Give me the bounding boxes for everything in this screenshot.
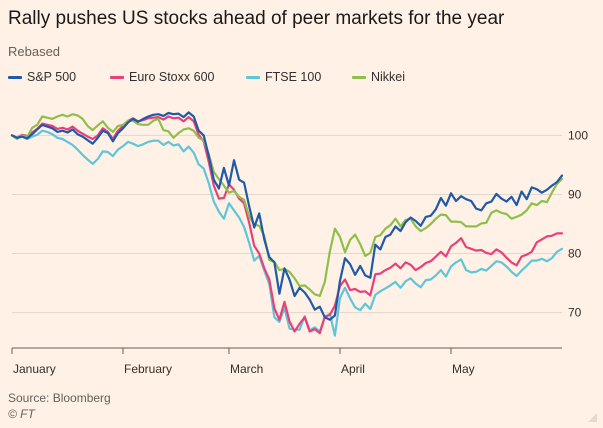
series-line-s-p-500 — [10, 111, 564, 321]
legend-swatch-ftse-100 — [246, 75, 260, 79]
legend-label-euro-stoxx-600: Euro Stoxx 600 — [129, 70, 215, 84]
legend-swatch-euro-stoxx-600 — [110, 75, 124, 79]
series-line-euro-stoxx-600 — [10, 115, 564, 335]
x-tick-label-january: January — [13, 362, 56, 376]
chart-legend: S&P 500 Euro Stoxx 600 FTSE 100 Nikkei — [8, 70, 405, 84]
x-tick-label-march: March — [230, 362, 263, 376]
x-tick-label-may: May — [452, 362, 475, 376]
legend-item-ftse-100: FTSE 100 — [246, 70, 352, 84]
credit-note: © FT — [8, 407, 35, 421]
legend-swatch-sp500 — [8, 75, 22, 79]
series-line-nikkei — [10, 113, 564, 298]
y-tick-label-90: 90 — [568, 187, 582, 201]
legend-swatch-nikkei — [352, 75, 366, 79]
chart-subtitle: Rebased — [8, 44, 61, 59]
legend-item-sp500: S&P 500 — [8, 70, 110, 84]
corner-mark — [588, 413, 597, 422]
series-line-ftse-100 — [10, 129, 564, 337]
y-tick-label-80: 80 — [568, 247, 582, 261]
legend-item-nikkei: Nikkei — [352, 70, 405, 84]
source-note: Source: Bloomberg — [8, 391, 111, 405]
legend-label-ftse-100: FTSE 100 — [265, 70, 322, 84]
y-tick-label-70: 70 — [568, 306, 582, 320]
legend-label-nikkei: Nikkei — [371, 70, 406, 84]
x-tick-label-april: April — [341, 362, 365, 376]
x-tick-label-february: February — [124, 362, 172, 376]
legend-label-sp500: S&P 500 — [27, 70, 77, 84]
legend-item-euro-stoxx-600: Euro Stoxx 600 — [110, 70, 246, 84]
chart-title: Rally pushes US stocks ahead of peer mar… — [8, 8, 505, 29]
y-tick-label-100: 100 — [568, 128, 588, 142]
